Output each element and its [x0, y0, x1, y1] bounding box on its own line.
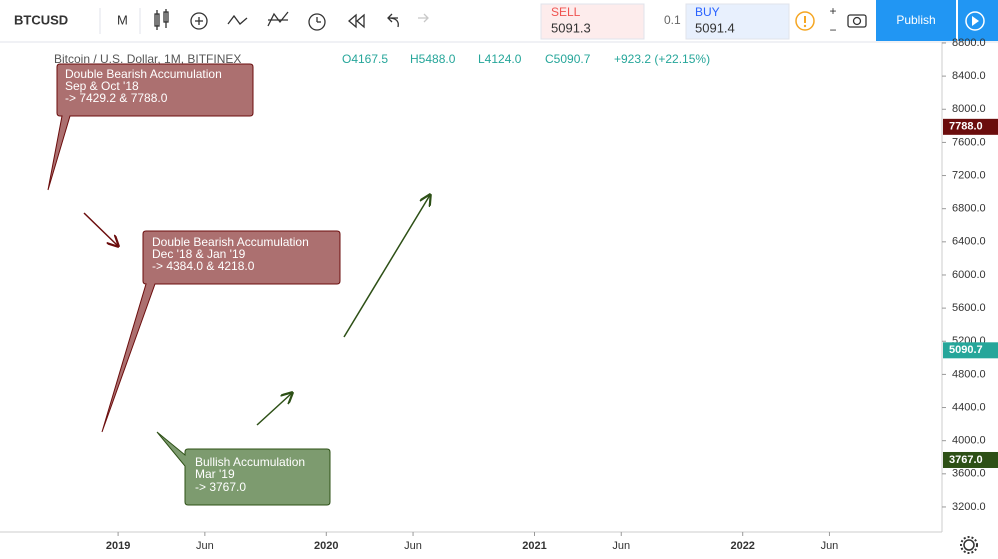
callout-text: -> 4384.0 & 4218.0	[152, 259, 255, 273]
settings-icon[interactable]	[960, 536, 978, 554]
y-tick-label: 8000.0	[952, 103, 986, 115]
y-tick-label: 3600.0	[952, 468, 986, 480]
arrow	[343, 195, 430, 338]
callout-text: Dec '18 & Jan '19	[152, 247, 246, 261]
level-label-bg	[943, 451, 998, 468]
x-tick-label: 2020	[314, 540, 338, 552]
callout-text: -> 3767.0	[195, 480, 246, 494]
indicators-icon[interactable]	[190, 12, 208, 30]
publish-label: Publish	[896, 13, 935, 27]
y-tick-label: 4800.0	[952, 368, 986, 380]
level-label: 7788.0	[949, 121, 983, 133]
snapshot-icon[interactable]	[847, 14, 867, 28]
zoom-out[interactable]: −	[829, 23, 836, 37]
redo-icon[interactable]	[418, 13, 429, 23]
axes: 3200.03600.04000.04400.04800.05200.05600…	[106, 37, 998, 552]
level-label-bg	[943, 118, 998, 135]
callout-text: Double Bearish Accumulation	[152, 235, 309, 249]
play-button[interactable]	[958, 0, 998, 41]
callout-text: Bullish Accumulation	[195, 455, 305, 469]
level-label: 3767.0	[949, 454, 983, 466]
alert-icon[interactable]	[308, 13, 326, 31]
y-tick-label: 4400.0	[952, 401, 986, 413]
candles-icon[interactable]	[154, 9, 169, 30]
legend-open: O4167.5	[342, 52, 388, 66]
legend-high: H5488.0	[410, 52, 456, 66]
symbol[interactable]: BTCUSD	[14, 12, 68, 27]
callout	[47, 63, 254, 191]
sell-price: 5091.3	[551, 20, 591, 35]
sell-button[interactable]	[540, 3, 645, 40]
price-label-bg	[943, 342, 998, 359]
y-tick-label: 8800.0	[952, 37, 986, 49]
y-tick-label: 5600.0	[952, 302, 986, 314]
legend-title: Bitcoin / U.S. Dollar, 1M, BITFINEX	[54, 52, 241, 66]
arrow	[83, 212, 118, 246]
zoom-in[interactable]: +	[829, 4, 836, 18]
publish-button[interactable]	[876, 0, 956, 41]
legend-close: C5090.7	[545, 52, 591, 66]
legend-low: L4124.0	[478, 52, 522, 66]
y-tick-label: 4000.0	[952, 435, 986, 447]
compare-icon[interactable]	[227, 14, 248, 25]
interval[interactable]: M	[117, 12, 128, 27]
y-tick-label: 3200.0	[952, 501, 986, 513]
spread: 0.1	[664, 13, 681, 27]
sell-label: SELL	[551, 5, 581, 19]
y-tick-label: 6400.0	[952, 236, 986, 248]
callout-text: Double Bearish Accumulation	[65, 67, 222, 81]
buy-label: BUY	[695, 5, 720, 19]
y-tick-label: 6000.0	[952, 269, 986, 281]
undo-icon[interactable]	[387, 13, 399, 28]
callout-text: Sep & Oct '18	[65, 79, 139, 93]
y-tick-label: 8400.0	[952, 70, 986, 82]
replay-icon[interactable]	[348, 13, 365, 29]
x-tick-label: Jun	[612, 540, 630, 552]
buy-button[interactable]	[685, 3, 790, 40]
x-tick-label: Jun	[404, 540, 422, 552]
x-tick-label: 2022	[730, 540, 754, 552]
toolbar-icons	[154, 9, 429, 31]
x-tick-label: 2019	[106, 540, 130, 552]
price-label: 5090.7	[949, 344, 983, 356]
callout	[101, 230, 341, 433]
info-icon[interactable]	[795, 11, 815, 31]
legend-change: +923.2 (+22.15%)	[614, 52, 710, 66]
callout-text: Mar '19	[195, 467, 235, 481]
callout-text: -> 7429.2 & 7788.0	[65, 91, 168, 105]
y-tick-label: 7600.0	[952, 136, 986, 148]
x-tick-label: Jun	[196, 540, 214, 552]
y-tick-label: 7200.0	[952, 169, 986, 181]
y-tick-label: 6800.0	[952, 203, 986, 215]
templates-icon[interactable]	[267, 11, 289, 27]
x-tick-label: 2021	[522, 540, 546, 552]
callout	[156, 431, 331, 506]
x-tick-label: Jun	[821, 540, 839, 552]
arrow	[256, 393, 292, 426]
buy-price: 5091.4	[695, 20, 735, 35]
